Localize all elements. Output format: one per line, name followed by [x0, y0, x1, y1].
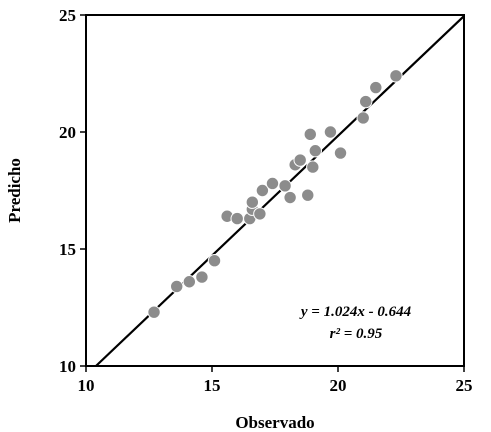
data-point — [283, 190, 297, 205]
data-point — [369, 80, 383, 95]
data-point — [306, 160, 320, 174]
y-tick-label: 20 — [59, 123, 76, 142]
x-axis-label: Observado — [235, 413, 314, 432]
data-point — [301, 188, 315, 202]
data-point — [170, 279, 184, 294]
data-point — [230, 211, 244, 226]
x-tick-label: 15 — [204, 376, 221, 395]
data-point — [147, 305, 161, 319]
data-point — [308, 144, 323, 158]
data-point — [207, 254, 222, 268]
data-point — [389, 69, 403, 83]
x-tick-label: 25 — [456, 376, 473, 395]
data-points — [147, 69, 403, 319]
data-point — [333, 146, 348, 160]
y-tick-label: 25 — [59, 6, 76, 25]
data-point — [245, 195, 260, 209]
r-squared-annotation: r² = 0.95 — [330, 326, 383, 342]
data-point — [182, 275, 197, 289]
data-point — [278, 179, 292, 193]
data-point — [356, 111, 370, 125]
tick-marks — [80, 14, 465, 372]
data-point — [323, 125, 338, 139]
plot-frame — [85, 14, 465, 367]
y-tick-label: 15 — [59, 240, 76, 259]
x-tick-label: 20 — [330, 376, 347, 395]
data-point — [303, 127, 317, 142]
data-point — [253, 207, 267, 221]
y-tick-label: 10 — [59, 357, 76, 376]
regression-equation: y = 1.024x - 0.644 — [299, 304, 412, 320]
data-point — [195, 270, 209, 284]
data-point — [255, 183, 270, 198]
data-point — [359, 94, 373, 109]
x-tick-label: 10 — [78, 376, 95, 395]
tick-labels: 10 15 20 25 10 15 20 25 — [59, 6, 473, 395]
y-axis-label: Predicho — [5, 158, 24, 223]
data-point — [293, 153, 307, 167]
data-point — [265, 176, 280, 191]
